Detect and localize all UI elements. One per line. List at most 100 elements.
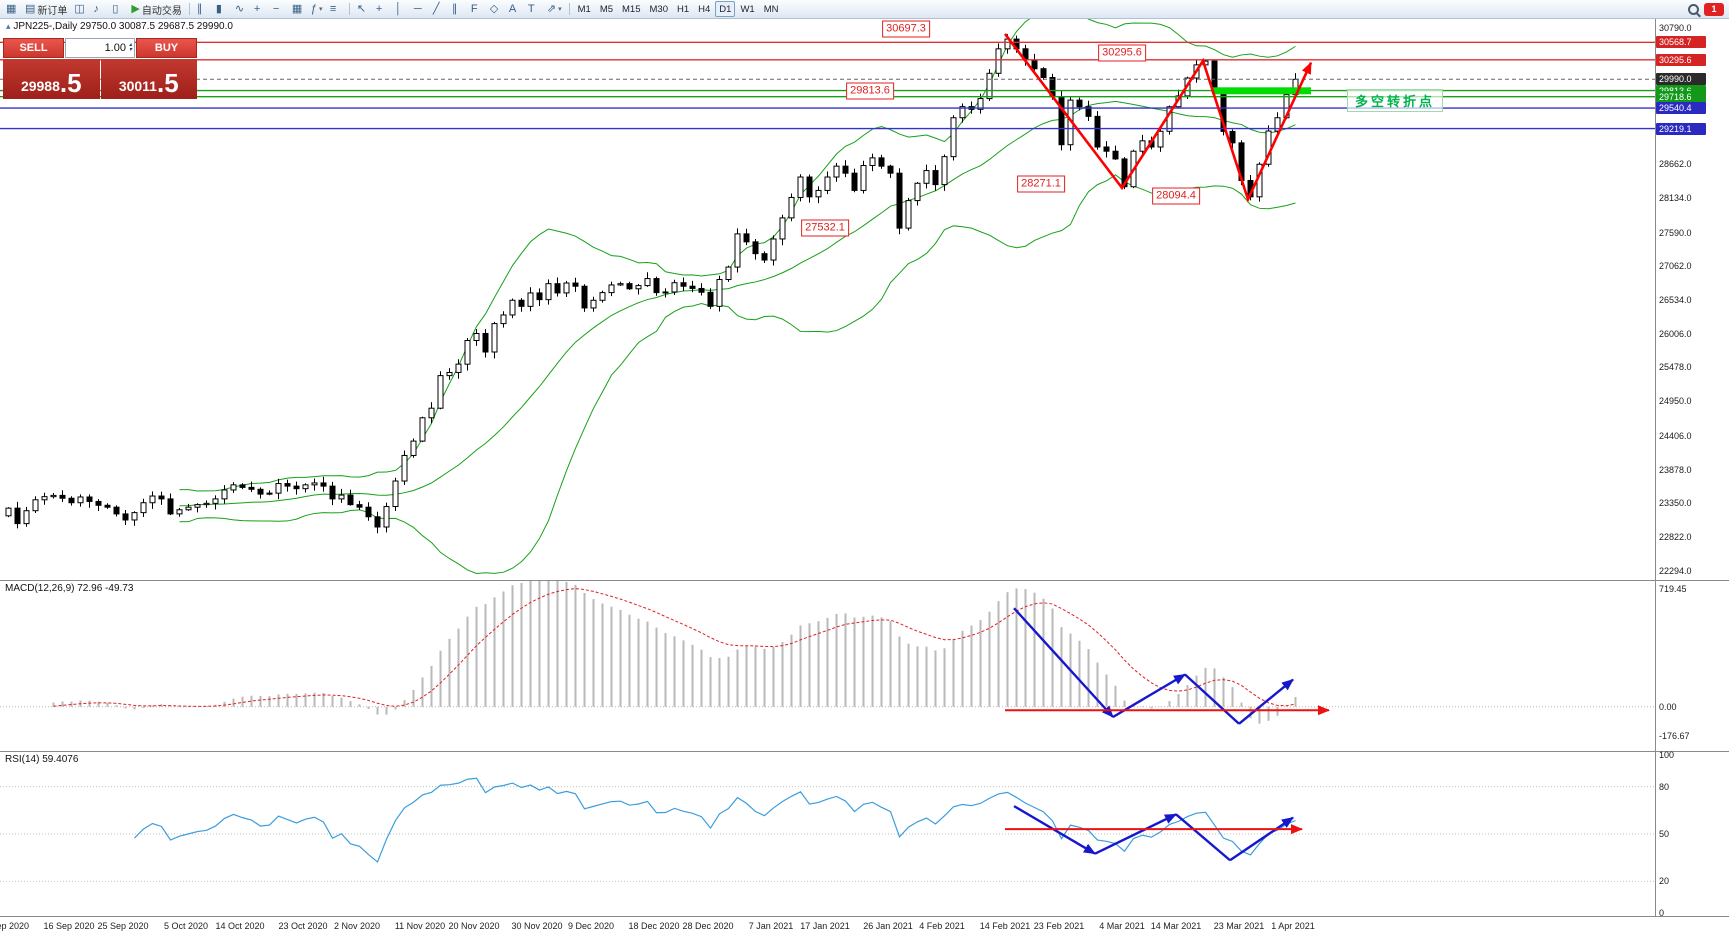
buy-price[interactable]: 30011.5 [100,59,197,99]
lot-size-value: 1.00 [104,42,126,54]
macd-histogram [52,581,1297,724]
zoom-in-button[interactable]: + [251,1,269,17]
symbol-ohlc-text: JPN225-,Daily 29750.0 30087.5 29687.5 29… [13,21,233,32]
one-click-trading-panel: SELL 1.00 ▴ ▾ BUY 29988.5 30011.5 [3,38,197,99]
rsi-trend-arrow[interactable] [1094,813,1177,855]
arrows-button[interactable]: ⇗ ▾ [544,1,565,17]
price-annotation[interactable]: 27532.1 [801,219,849,237]
equidistant-channel-button[interactable]: ∥ [449,1,467,17]
fibonacci-button[interactable]: F [468,1,486,17]
time-axis-label: 2 Nov 2020 [333,921,381,931]
new-order-button[interactable]: ▤ 新订单 [22,1,70,17]
rsi-axis-label: 20 [1659,876,1670,887]
price-line-badge: 29718.6 [1656,90,1706,103]
vertical-line-button[interactable]: │ [392,1,410,17]
cursor-icon: ↖ [356,3,367,15]
timeframe-w1-button[interactable]: W1 [736,1,758,17]
indicators-button[interactable]: ƒ ▾ [308,1,326,17]
time-axis-label: 23 Mar 2021 [1213,921,1265,931]
zoom-out-button[interactable]: − [270,1,288,17]
tile-windows-icon: ▦ [291,3,303,15]
macd-trend-arrow[interactable] [1184,673,1240,725]
mobile-app-button[interactable]: ▯ [109,1,127,17]
rsi-trend-arrow[interactable] [1229,816,1294,862]
mobile-app-icon: ▯ [112,3,119,15]
fibonacci-icon: F [470,3,478,15]
price-line-badge: 30295.6 [1656,53,1706,66]
search-button[interactable] [1685,1,1703,17]
sell-price-head: 29988 [20,78,60,94]
toolbar-group-drawing: ↖ + │ ─ ╱ ∥ F ◇ A T ⇗ ▾ [354,1,565,17]
price-line-badge: 29219.1 [1656,122,1706,135]
lot-up-icon[interactable]: ▴ [128,42,132,48]
tile-windows-button[interactable]: ▦ [289,1,307,17]
price-annotation[interactable]: 28271.1 [1017,175,1065,193]
price-annotation[interactable]: 29813.6 [846,82,894,100]
new-chart-button[interactable]: ▦ [3,1,21,17]
buy-button[interactable]: BUY [136,38,197,58]
timeframe-h1-button[interactable]: H1 [673,1,693,17]
bar-chart-button[interactable]: ∥ [194,1,212,17]
rsi-axis-label: 100 [1659,750,1675,760]
notification-badge[interactable]: 1 [1704,2,1724,16]
timeframe-d1-button[interactable]: D1 [715,1,736,17]
line-chart-button[interactable]: ∿ [232,1,250,17]
timeframe-m5-button[interactable]: M5 [596,1,617,17]
timeframe-m15-button[interactable]: M15 [618,1,644,17]
price-annotation[interactable]: 30295.6 [1098,44,1146,62]
time-axis-label: 18 Dec 2020 [628,921,680,931]
macd-trend-arrow[interactable] [1013,607,1114,718]
turning-point-label[interactable]: 多空转折点 [1347,89,1444,113]
text-label-button[interactable]: T [525,1,543,17]
toolbar-group-timeframes: M1 M5 M15 M30 H1 H4 D1 W1 MN [574,1,783,17]
arrows-icon: ⇗ [546,3,557,15]
trendline-button[interactable]: ╱ [430,1,448,17]
macd-axis-label: -176.67 [1659,730,1690,741]
sell-button[interactable]: SELL [3,38,64,58]
price-annotation[interactable]: 30697.3 [882,20,930,38]
timeframe-m1-button[interactable]: M1 [574,1,595,17]
buy-price-head: 30011 [118,78,157,94]
lot-stepper[interactable]: ▴ ▾ [128,42,132,53]
timeframe-m30-button[interactable]: M30 [646,1,672,17]
chart-window-button[interactable]: ◫ [71,1,89,17]
objects-list-button[interactable]: ≡ [327,1,345,17]
crosshair-button[interactable]: + [373,1,391,17]
rsi-trend-arrow[interactable] [1175,813,1231,862]
timeframe-mn-button[interactable]: MN [760,1,783,17]
time-axis-label: 11 Nov 2020 [394,921,446,931]
candles-layer [5,34,1299,534]
toolbar: ▦ ▤ 新订单 ◫ ♪ ▯ ▶ 自动交易 ∥ ▮ ∿ + − ▦ ƒ ▾ ≡ ↖ + │ ─ ╱ ∥ F ◇ A T ⇗ ▾ M1 M… [0,0,1729,19]
time-axis-label: 26 Jan 2021 [863,921,913,931]
lot-down-icon[interactable]: ▾ [128,47,132,53]
auto-trading-icon: ▶ [131,3,140,15]
indicators-caret-icon: ▾ [319,6,323,13]
highlight-bar[interactable] [1212,87,1311,95]
rsi-indicator-label: RSI(14) 59.4076 [5,754,79,765]
alerts-button[interactable]: ♪ [90,1,108,17]
price-axis-label: 22822.0 [1659,532,1692,543]
shapes-button[interactable]: ◇ [487,1,505,17]
zoom-out-icon: − [272,3,280,15]
sell-price[interactable]: 29988.5 [3,59,100,99]
crosshair-icon: + [375,3,383,15]
price-axis-label: 25478.0 [1659,362,1692,373]
price-annotation[interactable]: 28094.4 [1152,187,1200,205]
time-axis-label: 30 Nov 2020 [511,921,563,931]
candlestick-chart-button[interactable]: ▮ [213,1,231,17]
lot-size-field[interactable]: 1.00 ▴ ▾ [65,38,135,58]
cursor-button[interactable]: ↖ [354,1,372,17]
price-line-badge: 30568.7 [1656,36,1706,49]
timeframe-h4-button[interactable]: H4 [694,1,714,17]
rsi-axis-label: 0 [1659,908,1665,918]
trend-zigzag-arrow[interactable] [1003,33,1313,203]
price-axis-label: 24406.0 [1659,430,1692,441]
horizontal-line-button[interactable]: ─ [411,1,429,17]
text-button[interactable]: A [506,1,524,17]
auto-trading-button[interactable]: ▶ 自动交易 [128,1,184,17]
time-axis-label: 7 Jan 2021 [748,921,794,931]
macd-signal-line [53,588,1296,707]
macd-trend-arrow[interactable] [1238,678,1294,725]
price-axis-label: 26006.0 [1659,328,1692,339]
